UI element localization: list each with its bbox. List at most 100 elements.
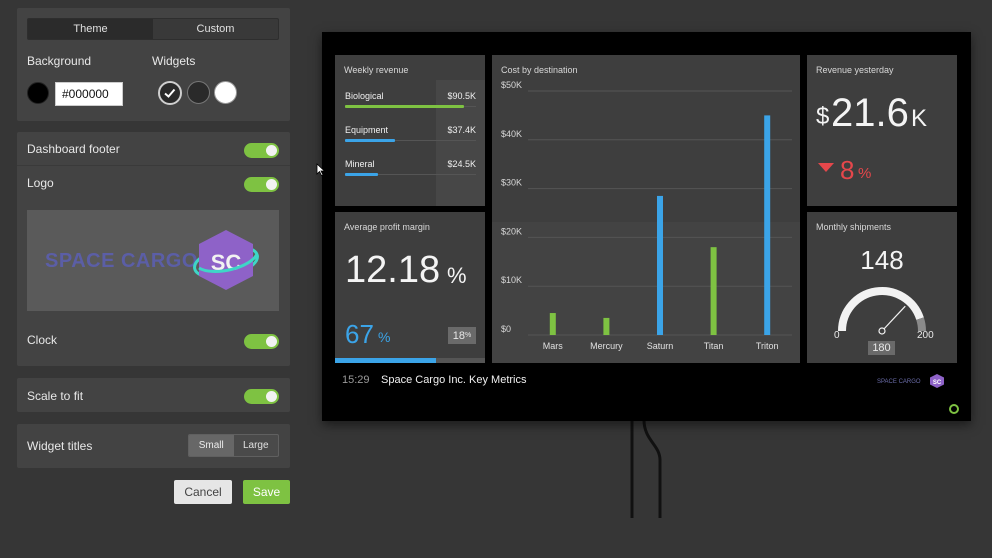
revenue-category: Biological xyxy=(345,91,384,101)
gauge-max-label: 200 xyxy=(917,330,934,341)
x-tick-label: Mars xyxy=(543,341,563,351)
widget-title: Weekly revenue xyxy=(344,65,409,75)
footer-clock: 15:29 xyxy=(342,374,370,386)
bar-triton xyxy=(764,115,771,336)
revenue-bar-track xyxy=(345,140,476,141)
weekly-revenue-widget: Weekly revenue Biological $90.5K Equipment… xyxy=(335,55,485,206)
widget-title-size-selector: Small Large xyxy=(188,434,279,457)
power-indicator xyxy=(949,404,959,414)
logo-upload-area[interactable]: SPACE CARGO SC xyxy=(27,210,279,311)
revenue-bar xyxy=(345,105,465,108)
scale-panel: Scale to fit xyxy=(17,378,290,412)
clock-toggle[interactable] xyxy=(244,334,279,349)
profit-progress-fill xyxy=(335,358,436,363)
widget-theme-dark-selected[interactable] xyxy=(158,81,182,105)
bar-titan xyxy=(710,247,717,335)
revenue-change-unit: % xyxy=(858,165,872,182)
gauge-target-badge: 180 xyxy=(868,341,895,355)
checkmark-icon xyxy=(164,88,176,98)
dashboard-footer-label: Dashboard footer xyxy=(27,142,120,156)
chart-lower-band xyxy=(492,222,800,363)
value-column-highlight xyxy=(436,80,485,206)
revenue-row: Equipment $37.4K xyxy=(345,125,476,149)
display-options-panel: Dashboard footer Logo SPACE CARGO SC Clo… xyxy=(17,132,290,366)
revenue-amount: $37.4K xyxy=(447,125,476,135)
revenue-category: Equipment xyxy=(345,125,389,135)
footer-logo: SPACE CARGO SC xyxy=(877,374,944,388)
background-color-swatch[interactable] xyxy=(27,82,49,104)
logo-label: Logo xyxy=(27,176,54,190)
target-margin-value: 18 xyxy=(452,329,465,342)
shipments-value: 148 xyxy=(860,245,904,275)
theme-panel: Theme Custom Background Widgets xyxy=(17,8,290,121)
bar-mars xyxy=(549,313,556,335)
current-margin-unit: % xyxy=(378,329,391,345)
monthly-shipments-widget: Monthly shipments 148 0 200 180 xyxy=(807,212,957,363)
monitor-cables xyxy=(630,420,662,518)
bar-mercury xyxy=(603,317,610,335)
mouse-cursor-icon xyxy=(316,163,326,177)
widgets-label: Widgets xyxy=(152,54,196,68)
gauge-arc-fill xyxy=(838,287,924,332)
cancel-button[interactable]: Cancel xyxy=(174,480,232,504)
gauge-needle xyxy=(881,305,906,332)
widget-titles-label: Widget titles xyxy=(27,439,93,453)
tab-custom[interactable]: Custom xyxy=(196,23,235,35)
revenue-row: Biological $90.5K xyxy=(345,91,476,115)
logo-toggle[interactable] xyxy=(244,177,279,192)
profit-progress-track xyxy=(335,358,485,363)
x-tick-label: Saturn xyxy=(647,341,674,351)
widget-titles-panel: Widget titles Small Large xyxy=(17,424,290,468)
y-tick-label: $10K xyxy=(501,275,522,285)
theme-tabs: Theme Custom xyxy=(27,18,279,40)
gauge-hub xyxy=(878,327,886,335)
background-color-input[interactable] xyxy=(55,82,123,106)
save-button[interactable]: Save xyxy=(243,480,290,504)
revenue-change: 8 xyxy=(840,155,855,185)
widget-title: Average profit margin xyxy=(344,222,430,232)
footer-title: Space Cargo Inc. Key Metrics xyxy=(381,374,527,386)
widget-theme-white[interactable] xyxy=(214,81,237,104)
y-tick-label: $20K xyxy=(501,226,522,236)
scale-to-fit-toggle[interactable] xyxy=(244,389,279,404)
y-tick-label: $50K xyxy=(501,80,522,90)
size-small-option[interactable]: Small xyxy=(189,435,234,456)
dashboard-footer-toggle[interactable] xyxy=(244,143,279,158)
x-tick-label: Mercury xyxy=(590,341,623,351)
gauge-arc-remaining xyxy=(916,317,926,332)
cost-by-destination-widget: Cost by destination $0 $10K $20K $30K $40K $5… xyxy=(492,55,800,363)
space-cargo-logo: SPACE CARGO SC xyxy=(45,230,259,290)
x-tick-label: Triton xyxy=(756,341,779,351)
revenue-category: Mineral xyxy=(345,159,375,169)
profit-margin-value: 12.18 xyxy=(345,249,441,291)
target-margin-unit: % xyxy=(465,332,472,339)
revenue-bar-track xyxy=(345,174,476,175)
y-tick-label: $30K xyxy=(501,178,522,188)
profit-margin-unit: % xyxy=(447,263,467,288)
clock-label: Clock xyxy=(27,333,58,347)
revenue-bar xyxy=(345,139,395,142)
widget-title: Revenue yesterday xyxy=(816,65,894,75)
chart-title: Cost by destination xyxy=(501,65,578,75)
revenue-amount: $24.5K xyxy=(447,159,476,169)
shipments-gauge xyxy=(838,287,926,335)
revenue-yesterday-widget: Revenue yesterday $ 21.6 K 8 % xyxy=(807,55,957,206)
widget-theme-black[interactable] xyxy=(187,81,210,104)
size-large-option[interactable]: Large xyxy=(242,440,269,451)
bar-saturn xyxy=(657,195,663,335)
y-tick-label: $40K xyxy=(501,129,522,139)
gauge-min-label: 0 xyxy=(834,330,840,341)
x-tick-label: Titan xyxy=(704,341,724,351)
cost-bar-chart: $0 $10K $20K $30K $40K $50K Mars Mercury Saturn T… xyxy=(492,80,800,363)
scale-to-fit-label: Scale to fit xyxy=(27,389,84,403)
svg-text:SPACE CARGO: SPACE CARGO xyxy=(45,250,198,272)
svg-text:SC: SC xyxy=(933,380,942,386)
background-label: Background xyxy=(27,54,92,68)
revenue-suffix: K xyxy=(911,105,928,132)
profit-margin-widget: Average profit margin 12.18 % 67 % 18% xyxy=(335,212,485,363)
widget-title: Monthly shipments xyxy=(816,222,892,232)
revenue-bar xyxy=(345,173,378,176)
svg-text:SPACE CARGO: SPACE CARGO xyxy=(877,379,921,385)
revenue-row: Mineral $24.5K xyxy=(345,159,476,183)
tab-theme[interactable]: Theme xyxy=(28,19,153,39)
